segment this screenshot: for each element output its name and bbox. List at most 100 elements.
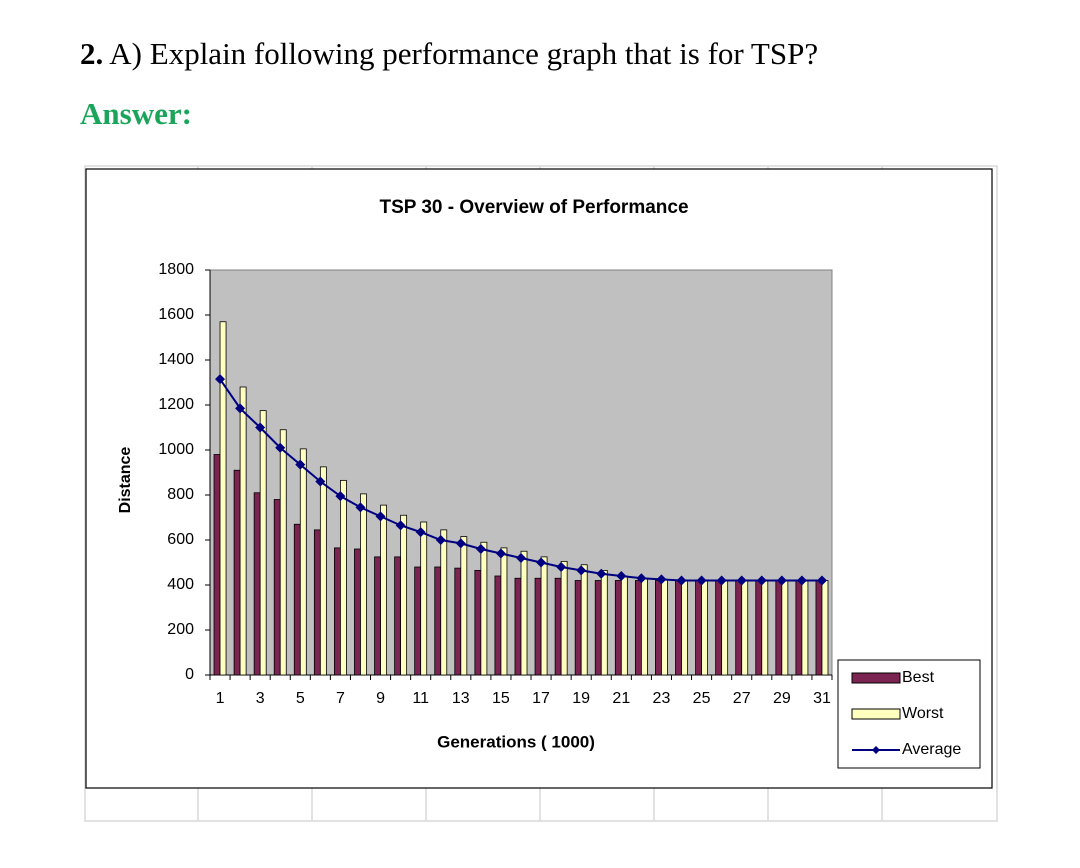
y-tick-label: 1200 [158, 396, 194, 413]
x-tick-label: 15 [492, 690, 510, 707]
bar [213, 454, 221, 676]
bar [233, 469, 241, 676]
line-marker [295, 459, 306, 470]
x-tick-label: 3 [256, 690, 265, 707]
bar [594, 580, 602, 676]
line-marker [355, 502, 366, 513]
x-tick-label: 5 [296, 690, 305, 707]
bar [474, 569, 482, 676]
line-marker [475, 544, 486, 554]
bar [634, 580, 642, 676]
line-marker [495, 548, 506, 559]
bar [815, 580, 823, 676]
bar [554, 577, 562, 676]
bar [319, 466, 327, 676]
bar [239, 386, 247, 676]
question-number: 2. [80, 36, 104, 71]
bar [440, 529, 448, 676]
bar [253, 492, 261, 676]
line-marker [315, 476, 326, 487]
bar [454, 567, 462, 676]
y-axis-label: Distance [117, 447, 134, 514]
bar [360, 493, 367, 676]
question-text: A) Explain following performance graph t… [109, 36, 819, 71]
x-tick-label: 27 [733, 690, 751, 707]
bar [560, 560, 568, 676]
bar [400, 514, 408, 676]
bar [821, 580, 829, 676]
legend-label: Average [902, 741, 961, 758]
legend-label: Worst [902, 705, 944, 722]
y-tick-label: 0 [185, 666, 194, 683]
line-marker [696, 575, 707, 586]
bar [534, 577, 542, 676]
line-marker [415, 527, 426, 538]
y-tick-label: 600 [167, 531, 194, 548]
y-tick-label: 800 [167, 486, 194, 503]
line-marker [816, 575, 827, 586]
line-marker [796, 575, 807, 586]
line-marker [656, 574, 667, 585]
bar [313, 529, 321, 676]
bar [600, 569, 608, 676]
x-tick-label: 17 [532, 690, 550, 707]
bar [420, 521, 428, 676]
y-tick-label: 1400 [158, 351, 194, 368]
bar [293, 523, 301, 676]
line-marker [556, 562, 567, 572]
line-marker [736, 575, 747, 586]
bar [640, 577, 648, 676]
bar [661, 578, 668, 676]
x-tick-label: 7 [336, 690, 345, 707]
line-marker [455, 538, 466, 549]
x-tick-label: 29 [773, 690, 791, 707]
bar [580, 564, 588, 676]
line-marker [275, 442, 286, 453]
line-marker [716, 575, 727, 586]
x-axis-label: Generations ( 1000) [437, 732, 595, 751]
bar [434, 566, 442, 676]
bar [279, 429, 287, 676]
line-marker [596, 568, 607, 579]
bar [721, 580, 729, 676]
bar [620, 575, 628, 676]
x-tick-label: 19 [572, 690, 590, 707]
bar [514, 577, 522, 676]
bar [520, 550, 528, 676]
line-marker [536, 557, 547, 568]
bar [340, 479, 347, 676]
bar [795, 580, 803, 676]
bar [761, 580, 769, 676]
bar [574, 580, 582, 676]
bar [273, 499, 281, 676]
bar [299, 448, 307, 676]
bar [500, 547, 508, 676]
x-tick-label: 1 [216, 690, 225, 707]
bar [715, 580, 723, 676]
bar [695, 580, 702, 676]
legend-swatch-marker [872, 746, 880, 754]
bar [775, 580, 783, 676]
x-tick-label: 23 [653, 690, 671, 707]
bar [219, 321, 227, 676]
x-tick-label: 31 [813, 690, 831, 707]
line-marker [375, 511, 386, 522]
legend-swatch [851, 672, 901, 684]
line-marker [516, 553, 526, 563]
line-marker [756, 575, 767, 586]
bar [675, 580, 682, 676]
question: 2. A) Explain following performance grap… [80, 36, 818, 72]
line-marker [576, 565, 587, 576]
bar [414, 566, 422, 676]
line-marker [335, 491, 346, 502]
line-marker [215, 374, 226, 385]
line-marker [676, 575, 687, 586]
legend-label: Best [902, 669, 935, 686]
bar [259, 410, 267, 676]
x-tick-label: 25 [693, 690, 711, 707]
bar [333, 547, 341, 676]
bar [374, 556, 381, 676]
answer-label: Answer: [80, 96, 192, 131]
bar [354, 548, 361, 676]
